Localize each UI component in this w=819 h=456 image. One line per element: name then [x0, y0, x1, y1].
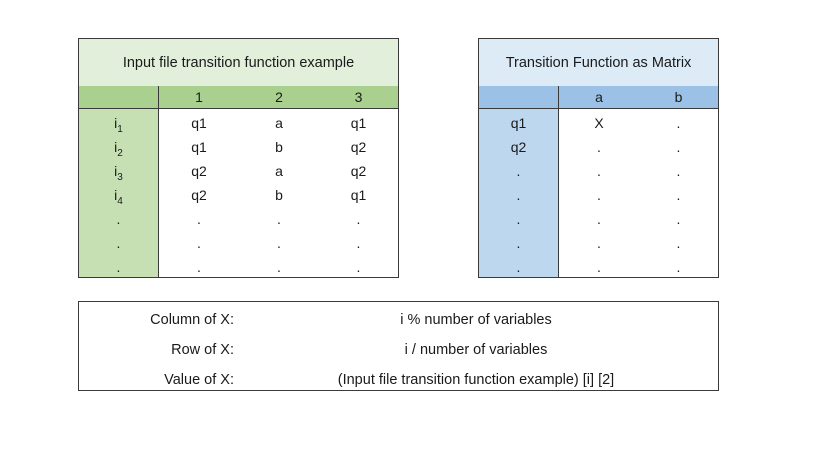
matrix-cell: .	[597, 139, 601, 155]
input-cell: q1	[191, 139, 207, 155]
matrix-row-label-column	[479, 109, 559, 277]
matrix-row-label: .	[516, 187, 521, 203]
matrix-row-label: .	[516, 211, 521, 227]
input-header-col-3: 3	[354, 89, 363, 105]
input-row-label: i2	[114, 139, 123, 159]
input-row-label-column	[79, 109, 159, 277]
input-cell: q1	[191, 115, 207, 131]
input-row-label: i4	[114, 187, 123, 207]
matrix-cell: .	[597, 163, 601, 179]
matrix-row-label: q2	[510, 139, 527, 155]
input-cell: q1	[350, 187, 367, 203]
input-cell: q2	[191, 163, 207, 179]
matrix-header-col-b: b	[674, 89, 683, 105]
input-cell: .	[277, 235, 281, 251]
formula-value-column: i % number of variables	[400, 312, 552, 328]
matrix-header-divider	[558, 86, 559, 109]
input-row-label: i1	[114, 115, 123, 135]
matrix-cell: .	[597, 211, 601, 227]
matrix-cell: .	[676, 235, 681, 251]
matrix-row-label: .	[516, 235, 521, 251]
formula-label-row: Row of X:	[171, 342, 234, 358]
input-cell: a	[275, 163, 283, 179]
matrix-cell: .	[676, 139, 681, 155]
input-cell: .	[356, 235, 361, 251]
matrix-row-label: .	[516, 163, 521, 179]
input-cell: q2	[350, 139, 367, 155]
input-cell: .	[197, 259, 201, 275]
input-header-divider	[158, 86, 159, 109]
matrix-cell: X	[594, 115, 604, 131]
matrix-cell: .	[676, 259, 681, 275]
matrix-cell: .	[676, 115, 681, 131]
input-header-corner	[79, 86, 158, 108]
input-header-col-2: 2	[275, 89, 283, 105]
formula-label-value: Value of X:	[164, 372, 234, 388]
matrix-table-title: Transition Function as Matrix	[479, 39, 718, 86]
input-cell: .	[277, 259, 281, 275]
matrix-cell: .	[597, 259, 601, 275]
input-cell: q1	[350, 115, 367, 131]
matrix-header-col-a: a	[595, 89, 603, 105]
matrix-table: Transition Function as Matrix a b q1 X. q2…	[478, 38, 719, 278]
matrix-row-label: q1	[510, 115, 527, 131]
input-cell: b	[275, 139, 283, 155]
input-cell: q2	[191, 187, 207, 203]
input-cell: .	[197, 235, 201, 251]
input-cell: .	[356, 259, 361, 275]
matrix-header-corner	[479, 86, 558, 108]
input-cell: q2	[350, 163, 367, 179]
formula-label-column: Column of X:	[150, 312, 234, 328]
matrix-table-header-row: a b	[479, 86, 718, 109]
input-transition-table: Input file transition function example 1…	[78, 38, 399, 278]
formula-value-value: (Input file transition function example)…	[337, 372, 615, 388]
formula-value-row: i / number of variables	[404, 342, 548, 358]
input-row-label: .	[116, 235, 121, 251]
input-row-label: .	[116, 259, 121, 275]
input-row-label: .	[116, 211, 121, 227]
input-cell: a	[275, 115, 283, 131]
input-cell: .	[356, 211, 361, 227]
input-cell: .	[197, 211, 201, 227]
input-table-title: Input file transition function example	[79, 39, 398, 86]
input-table-header-row: 1 2 3	[79, 86, 398, 109]
input-cell: .	[277, 211, 281, 227]
input-header-col-1: 1	[195, 89, 203, 105]
matrix-cell: .	[676, 163, 681, 179]
matrix-cell: .	[676, 211, 681, 227]
formula-box: Column of X: i % number of variables Row…	[78, 301, 719, 391]
matrix-row-label: .	[516, 259, 521, 275]
input-row-label: i3	[114, 163, 123, 183]
input-cell: b	[275, 187, 283, 203]
matrix-cell: .	[597, 235, 601, 251]
matrix-cell: .	[676, 187, 681, 203]
matrix-cell: .	[597, 187, 601, 203]
